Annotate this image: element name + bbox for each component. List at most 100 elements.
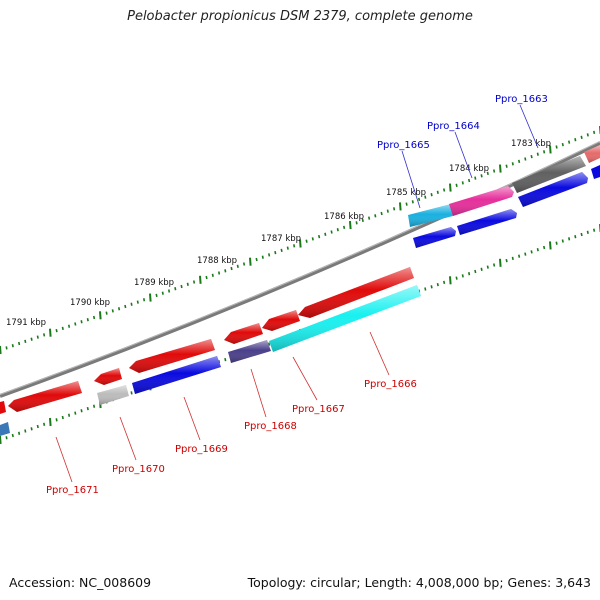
outer-tick — [418, 197, 421, 202]
inner-tick — [68, 413, 71, 417]
gene-label-ppro-1669[interactable]: Ppro_1669 — [175, 444, 228, 455]
outer-tick — [249, 257, 252, 266]
outer-tick — [168, 289, 171, 293]
outer-tick — [568, 140, 571, 144]
gene-label-ppro-1663[interactable]: Ppro_1663 — [495, 94, 548, 105]
outer-tick — [411, 200, 414, 204]
gene-reverse-red-6[interactable] — [8, 381, 82, 412]
outer-tick — [224, 269, 227, 273]
kbp-label-1791: 1791 kbp — [6, 318, 46, 328]
outer-tick — [468, 178, 471, 183]
inner-tick — [593, 228, 596, 232]
outer-tick — [161, 291, 164, 295]
gene-label-ppro-1671[interactable]: Ppro_1671 — [46, 485, 99, 496]
outer-tick — [386, 209, 389, 213]
gene-forward-blue-1[interactable] — [413, 227, 456, 248]
inner-tick — [49, 417, 52, 427]
outer-tick — [155, 293, 158, 298]
accession-text: Accession: NC_008609 — [9, 575, 152, 590]
inner-tick — [449, 276, 452, 285]
outer-tick — [293, 244, 296, 248]
outer-tick — [318, 234, 321, 239]
inner-tick — [549, 241, 552, 250]
leader-line-ppro-1664 — [454, 131, 473, 179]
outer-tick — [361, 218, 364, 223]
gene-ppro-1669-feature[interactable] — [132, 356, 221, 394]
inner-tick — [474, 269, 477, 274]
gene-reverse-red-4[interactable] — [129, 339, 215, 373]
outer-tick — [330, 230, 333, 234]
outer-tick — [49, 328, 52, 337]
gene-reverse-red-2[interactable] — [262, 310, 300, 331]
outer-tick — [205, 275, 208, 280]
gene-label-ppro-1670[interactable]: Ppro_1670 — [112, 464, 165, 475]
outer-tick — [349, 221, 352, 230]
inner-tick — [36, 424, 39, 429]
outer-tick — [505, 164, 508, 168]
gene-forward-blue-4[interactable] — [591, 165, 600, 179]
leader-line-ppro-1670 — [119, 416, 137, 461]
inner-tick — [443, 280, 446, 285]
outer-tick — [24, 339, 27, 344]
inner-tick — [74, 411, 77, 415]
outer-tick — [574, 138, 577, 142]
outer-tick — [149, 293, 152, 302]
leader-line-ppro-1663 — [519, 104, 539, 149]
outer-tick — [530, 154, 533, 159]
gene-label-ppro-1666[interactable]: Ppro_1666 — [364, 379, 417, 390]
inner-tick — [436, 282, 439, 287]
gene-ppro-1668-feature[interactable] — [228, 340, 271, 363]
outer-tick — [136, 300, 139, 304]
outer-tick — [324, 232, 327, 236]
gene-ppro-1671-feature[interactable] — [0, 422, 10, 436]
gene-ppro-1663-feature[interactable] — [512, 156, 586, 193]
outer-tick-row — [0, 126, 600, 355]
gene-reverse-red-1[interactable] — [298, 267, 414, 318]
gene-forward-blue-2[interactable] — [457, 209, 517, 235]
outer-tick — [174, 287, 177, 291]
gene-ppro-1665-feature[interactable] — [408, 204, 453, 227]
gene-forward-blue-3[interactable] — [518, 172, 588, 207]
outer-tick — [518, 159, 521, 164]
outer-tick — [474, 176, 477, 180]
kbp-label-1787: 1787 kbp — [261, 234, 301, 244]
outer-tick — [586, 133, 589, 137]
gene-ppro-1670-feature[interactable] — [97, 385, 129, 405]
genome-backbone-highlight — [0, 141, 600, 395]
outer-tick — [380, 211, 383, 216]
outer-tick — [93, 315, 96, 320]
leader-line-ppro-1668 — [250, 368, 267, 418]
gene-reverse-red-5[interactable] — [94, 368, 122, 385]
inner-tick — [580, 232, 583, 237]
gene-ppro-1666-feature[interactable] — [269, 285, 421, 352]
outer-tick — [80, 320, 83, 324]
outer-tick — [549, 145, 552, 154]
outer-tick — [274, 250, 277, 255]
outer-tick — [130, 302, 133, 306]
kbp-label-1786: 1786 kbp — [324, 212, 364, 222]
outer-tick — [255, 257, 258, 262]
gene-label-ppro-1667[interactable]: Ppro_1667 — [292, 404, 345, 415]
leader-line-ppro-1669 — [183, 396, 201, 441]
kbp-label-1788: 1788 kbp — [197, 256, 237, 266]
outer-tick — [193, 280, 196, 284]
outer-tick — [580, 135, 583, 139]
outer-tick — [299, 239, 302, 248]
gene-label-ppro-1665[interactable]: Ppro_1665 — [377, 140, 430, 151]
gene-label-ppro-1668[interactable]: Ppro_1668 — [244, 421, 297, 432]
outer-tick — [374, 214, 377, 218]
leader-line-ppro-1665 — [401, 150, 421, 209]
gene-reverse-red-3[interactable] — [224, 323, 263, 344]
outer-tick — [74, 322, 77, 326]
outer-tick — [555, 145, 558, 149]
outer-tick — [449, 183, 452, 192]
outer-tick — [311, 237, 314, 241]
gene-partial-pink-feature[interactable] — [584, 145, 600, 163]
inner-tick — [80, 409, 83, 413]
gene-reverse-red-7[interactable] — [0, 401, 6, 414]
outer-tick — [405, 202, 408, 206]
gene-label-ppro-1664[interactable]: Ppro_1664 — [427, 121, 480, 132]
gene-ppro-1664-feature[interactable] — [449, 186, 514, 216]
